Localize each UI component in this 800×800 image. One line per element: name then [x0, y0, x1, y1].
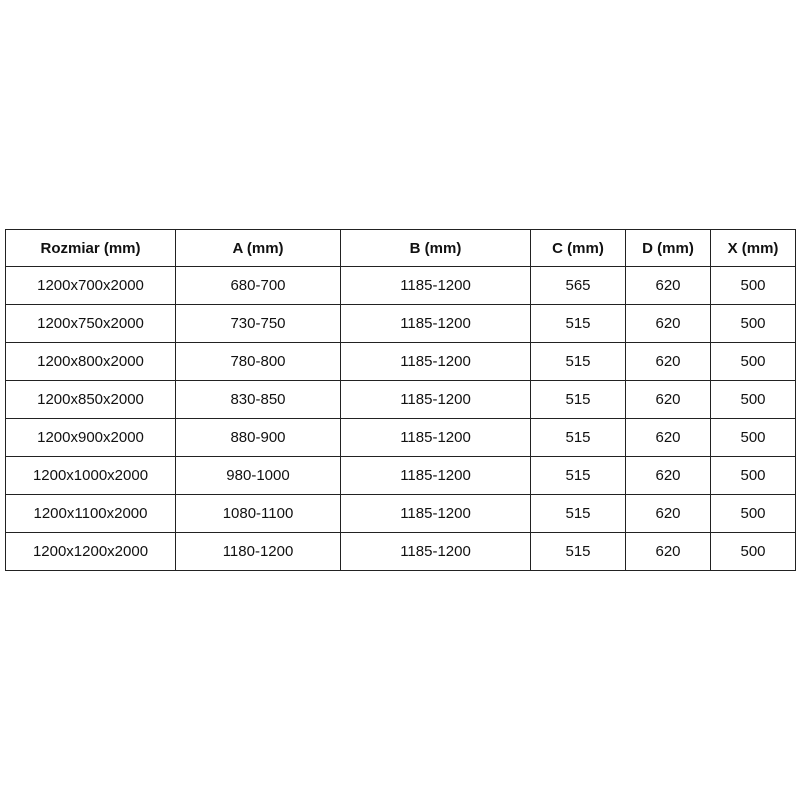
header-rozmiar: Rozmiar (mm) — [5, 229, 176, 267]
cell-c: 565 — [530, 266, 626, 305]
cell-d: 620 — [625, 532, 711, 571]
cell-c: 515 — [530, 532, 626, 571]
header-d: D (mm) — [625, 229, 711, 267]
cell-b: 1185-1200 — [340, 456, 531, 495]
cell-b: 1185-1200 — [340, 532, 531, 571]
cell-rozmiar: 1200x700x2000 — [5, 266, 176, 305]
cell-d: 620 — [625, 494, 711, 533]
table-row: 1200x1000x2000 980-1000 1185-1200 515 620 500 — [5, 456, 796, 495]
header-a: A (mm) — [175, 229, 341, 267]
cell-x: 500 — [710, 342, 796, 381]
cell-a: 880-900 — [175, 418, 341, 457]
cell-d: 620 — [625, 304, 711, 343]
cell-d: 620 — [625, 266, 711, 305]
table-row: 1200x1100x2000 1080-1100 1185-1200 515 620 50… — [5, 494, 796, 533]
header-b: B (mm) — [340, 229, 531, 267]
cell-a: 1080-1100 — [175, 494, 341, 533]
table-row: 1200x800x2000 780-800 1185-1200 515 620 500 — [5, 342, 796, 381]
cell-c: 515 — [530, 342, 626, 381]
cell-c: 515 — [530, 380, 626, 419]
table-row: 1200x850x2000 830-850 1185-1200 515 620 500 — [5, 380, 796, 419]
cell-rozmiar: 1200x1100x2000 — [5, 494, 176, 533]
cell-x: 500 — [710, 532, 796, 571]
header-x: X (mm) — [710, 229, 796, 267]
table-row: 1200x750x2000 730-750 1185-1200 515 620 500 — [5, 304, 796, 343]
cell-x: 500 — [710, 456, 796, 495]
table-row: 1200x700x2000 680-700 1185-1200 565 620 500 — [5, 266, 796, 305]
table-row: 1200x1200x2000 1180-1200 1185-1200 515 620 50… — [5, 532, 796, 571]
header-c: C (mm) — [530, 229, 626, 267]
table-row: 1200x900x2000 880-900 1185-1200 515 620 500 — [5, 418, 796, 457]
cell-b: 1185-1200 — [340, 418, 531, 457]
cell-b: 1185-1200 — [340, 342, 531, 381]
cell-x: 500 — [710, 380, 796, 419]
cell-x: 500 — [710, 266, 796, 305]
cell-a: 830-850 — [175, 380, 341, 419]
cell-x: 500 — [710, 494, 796, 533]
cell-a: 1180-1200 — [175, 532, 341, 571]
cell-rozmiar: 1200x900x2000 — [5, 418, 176, 457]
cell-b: 1185-1200 — [340, 266, 531, 305]
cell-x: 500 — [710, 304, 796, 343]
cell-b: 1185-1200 — [340, 494, 531, 533]
cell-c: 515 — [530, 494, 626, 533]
cell-rozmiar: 1200x850x2000 — [5, 380, 176, 419]
cell-rozmiar: 1200x800x2000 — [5, 342, 176, 381]
cell-c: 515 — [530, 456, 626, 495]
cell-d: 620 — [625, 418, 711, 457]
cell-x: 500 — [710, 418, 796, 457]
cell-b: 1185-1200 — [340, 380, 531, 419]
cell-d: 620 — [625, 456, 711, 495]
cell-c: 515 — [530, 304, 626, 343]
cell-rozmiar: 1200x750x2000 — [5, 304, 176, 343]
table-header-row: Rozmiar (mm) A (mm) B (mm) C (mm) D (mm)… — [5, 229, 796, 267]
cell-a: 680-700 — [175, 266, 341, 305]
cell-rozmiar: 1200x1000x2000 — [5, 456, 176, 495]
cell-c: 515 — [530, 418, 626, 457]
cell-a: 780-800 — [175, 342, 341, 381]
dimensions-table: Rozmiar (mm) A (mm) B (mm) C (mm) D (mm)… — [5, 229, 796, 571]
cell-a: 980-1000 — [175, 456, 341, 495]
cell-d: 620 — [625, 380, 711, 419]
cell-a: 730-750 — [175, 304, 341, 343]
cell-d: 620 — [625, 342, 711, 381]
cell-rozmiar: 1200x1200x2000 — [5, 532, 176, 571]
cell-b: 1185-1200 — [340, 304, 531, 343]
